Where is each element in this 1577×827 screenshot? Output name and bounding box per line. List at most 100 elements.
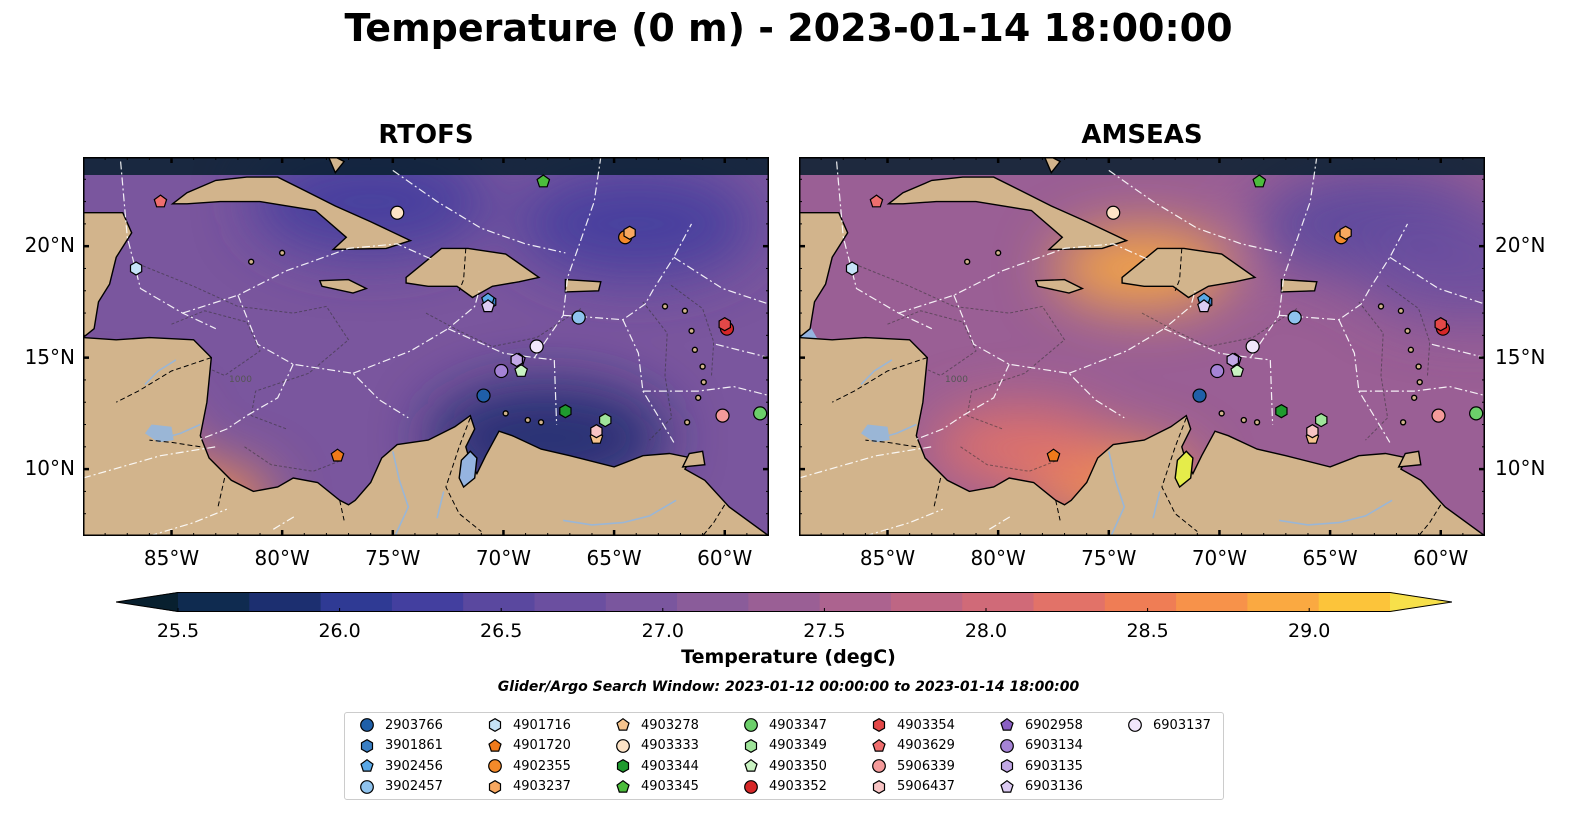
colorbar-tick-label: 26.0: [318, 620, 361, 642]
legend-label: 4903278: [641, 717, 699, 733]
legend-label: 4903347: [769, 717, 827, 733]
platform-marker-4903629: [153, 194, 168, 208]
cold-north-band: [799, 157, 1485, 175]
x-tick-label: 80°W: [970, 546, 1026, 570]
legend-item: 3902457: [359, 777, 443, 797]
platform-marker-4903237: [623, 225, 636, 240]
y-tick-label-left: 20°N: [24, 233, 75, 258]
legend-marker-hexagon: [360, 738, 374, 753]
map-panel-amseas[interactable]: 1000: [799, 157, 1485, 536]
legend-marker-circle: [360, 779, 374, 794]
legend-marker-circle: [488, 759, 502, 773]
colorbar-bin: [1176, 592, 1248, 612]
eez-boundaries: [799, 157, 1485, 536]
legend-item: 2903766: [359, 715, 443, 735]
legend-label: 4902355: [513, 758, 571, 774]
platform-marker-4903345: [1252, 174, 1267, 188]
colorbar-bin: [320, 592, 393, 612]
colorbar-bin: [1104, 592, 1177, 612]
legend-marker-pentagon: [1000, 717, 1014, 731]
country-borders: [115, 248, 726, 536]
colorbar-tick-label: 28.0: [964, 620, 1008, 642]
platform-marker-4903345: [536, 174, 551, 188]
legend-item: 6903137: [1127, 715, 1211, 735]
isobath-label: 1000: [229, 375, 252, 385]
colorbar-tick-label: 26.5: [480, 620, 523, 642]
colorbar-bin: [1247, 592, 1320, 612]
platform-marker-4903629: [869, 194, 884, 208]
land: [799, 157, 1485, 536]
cool-region: [516, 168, 757, 279]
map-panel-rtofs[interactable]: 1000: [83, 157, 769, 536]
legend-item: 5906437: [871, 777, 955, 797]
platform-marker-4903344: [1275, 404, 1288, 419]
legend-label: 6903134: [1025, 738, 1083, 753]
colorbar-bin: [178, 592, 250, 612]
legend-marker-circle: [872, 759, 886, 773]
platform-marker-4903350: [1230, 363, 1245, 377]
x-tick-label: 85°W: [859, 546, 916, 570]
platform-marker-6903135: [1226, 352, 1239, 368]
legend-item: 4903347: [743, 715, 827, 735]
platform-legend: 2903766 3901861 3902456 3902457 4901716 49017…: [344, 712, 1224, 800]
platform-marker-4901720: [1046, 448, 1061, 462]
legend-label: 4903344: [641, 758, 699, 774]
legend-item: 4901716: [487, 715, 571, 735]
warm-region: [930, 406, 1111, 487]
x-tick-label: 75°W: [365, 546, 421, 570]
platform-marker-4901716: [845, 261, 859, 276]
platform-marker-3902457: [571, 310, 586, 325]
country-borders: [831, 248, 1442, 536]
platform-marker-5906339: [715, 408, 730, 423]
x-tick-label: 60°W: [697, 546, 753, 570]
legend-marker-hexagon: [744, 738, 758, 753]
legend-marker-hexagon: [488, 718, 502, 732]
platform-marker-4903237: [1339, 225, 1352, 240]
platform-marker-4903347: [753, 406, 768, 421]
colorbar-bin: [605, 592, 678, 612]
legend-item: 4901720: [487, 736, 571, 756]
lake-maracaibo: [1174, 450, 1194, 489]
legend-label: 6903137: [1153, 717, 1211, 733]
land: [83, 157, 769, 536]
colorbar-tick-label: 29.0: [1288, 620, 1331, 642]
platform-marker-4901720: [330, 448, 345, 462]
legend-label: 6902958: [1025, 717, 1083, 733]
rivers: [144, 359, 677, 536]
platform-marker-6903137: [1245, 339, 1260, 354]
legend-marker-pentagon: [488, 738, 502, 752]
colorbar-extend-high: [1390, 592, 1452, 612]
eez-boundaries: [83, 157, 769, 536]
colorbar-bin: [249, 592, 322, 612]
platform-marker-4903354: [1434, 317, 1448, 332]
y-tick-label-right: 15°N: [1495, 344, 1546, 369]
x-tick-label: 85°W: [143, 546, 200, 570]
legend-label: 3902456: [385, 758, 443, 774]
legend-marker-hexagon: [488, 779, 502, 794]
platform-marker-4903349: [598, 412, 612, 428]
legend-item: 3902456: [359, 756, 443, 776]
legend-marker-circle: [744, 718, 758, 732]
x-tick-label: 75°W: [1081, 546, 1137, 570]
temperature-map-rtofs: 1000: [83, 157, 769, 536]
platform-marker-6903137: [529, 339, 544, 354]
platform-marker-4903333: [390, 205, 405, 220]
frame-ticks: [799, 157, 1485, 536]
y-tick-label-left: 10°N: [24, 456, 75, 481]
legend-marker-pentagon: [616, 779, 630, 793]
colorbar-bin: [391, 592, 464, 612]
colorbar-label: Temperature (degC): [681, 646, 896, 668]
platform-marker-5906437: [590, 424, 603, 439]
legend-item: 4903278: [615, 715, 699, 735]
legend-label: 5906437: [897, 779, 955, 794]
platform-marker-2903766: [476, 388, 491, 403]
legend-marker-circle: [1000, 738, 1014, 753]
figure-title: Temperature (0 m) - 2023-01-14 18:00:00: [344, 6, 1233, 50]
colorbar-bin: [962, 592, 1035, 612]
legend-item: 4903237: [487, 777, 571, 797]
platform-marker-6903136: [481, 299, 495, 313]
cool-region: [1353, 213, 1485, 324]
platform-marker-4901716: [129, 261, 143, 276]
legend-item: 4903333: [615, 736, 699, 756]
legend-label: 2903766: [385, 717, 443, 733]
